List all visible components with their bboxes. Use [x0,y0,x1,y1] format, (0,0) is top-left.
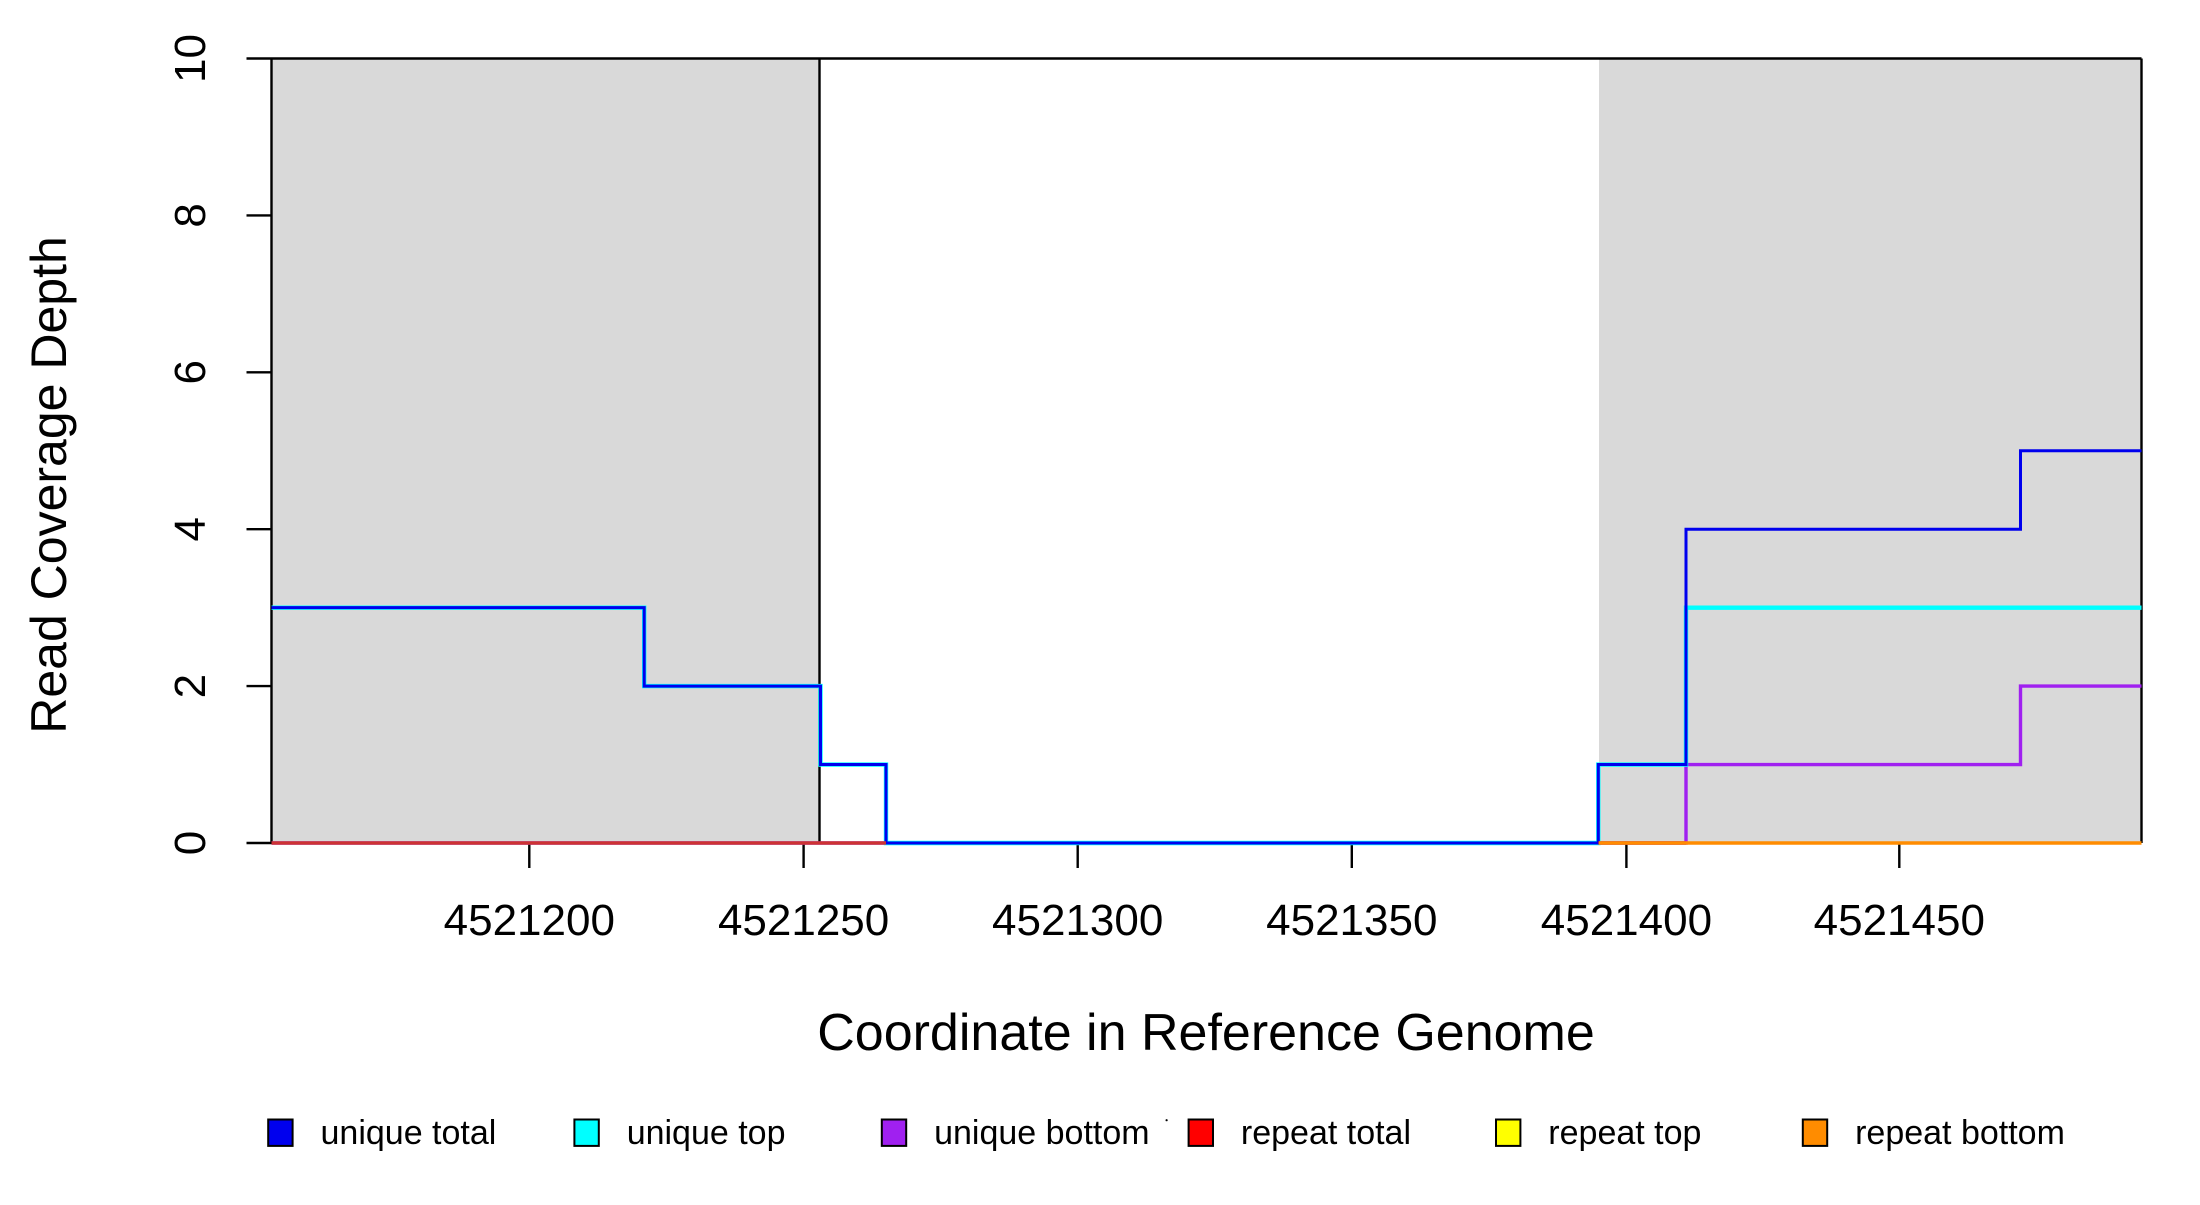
svg-text:4521350: 4521350 [1266,896,1437,945]
svg-text:repeat bottom: repeat bottom [1855,1114,2065,1152]
svg-text:unique bottom: unique bottom [934,1114,1150,1152]
svg-text:unique total: unique total [321,1114,497,1152]
svg-text:unique top: unique top [627,1114,786,1152]
svg-text:4521200: 4521200 [444,896,615,945]
svg-text:6: 6 [166,360,215,384]
svg-text:4521250: 4521250 [718,896,889,945]
svg-text:2: 2 [166,674,215,698]
svg-text:4: 4 [166,517,215,541]
svg-text:10: 10 [166,34,215,83]
svg-text:Coordinate in Reference Genome: Coordinate in Reference Genome [817,1004,1595,1062]
svg-text:Read Coverage Depth: Read Coverage Depth [21,236,77,734]
svg-text:4521400: 4521400 [1541,896,1712,945]
svg-text:0: 0 [166,831,215,855]
svg-text:repeat top: repeat top [1548,1114,1701,1152]
svg-text:8: 8 [166,203,215,227]
svg-text:4521300: 4521300 [992,896,1163,945]
svg-text:4521450: 4521450 [1814,896,1985,945]
svg-text:repeat total: repeat total [1241,1114,1411,1152]
